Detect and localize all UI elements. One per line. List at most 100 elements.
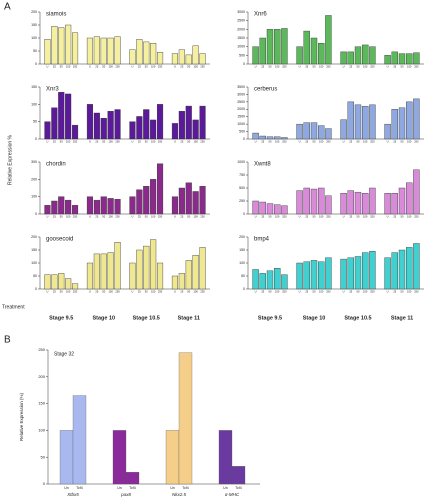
- bar: [112, 430, 127, 485]
- dose-label: 100: [193, 215, 198, 219]
- dose-label: U: [299, 215, 301, 219]
- y-tick-label: 0: [243, 287, 245, 291]
- bar: [156, 163, 164, 215]
- bar: [171, 196, 179, 215]
- bar: [129, 121, 136, 140]
- bar: [354, 104, 362, 140]
- bar-label: Un: [64, 486, 69, 490]
- dose-label: 50: [102, 215, 105, 219]
- bar: [384, 257, 391, 290]
- bar: [369, 251, 376, 290]
- bar: [100, 196, 107, 215]
- bar: [114, 36, 121, 65]
- dose-label: 100: [275, 215, 280, 219]
- bar: [143, 245, 150, 290]
- dose-label: 50: [269, 290, 272, 294]
- bar: [199, 105, 206, 140]
- bar: [185, 54, 192, 65]
- bar: [65, 93, 72, 140]
- y-axis-label: Relative Expression %: [7, 134, 13, 185]
- chart-title: cerberus: [254, 87, 277, 93]
- y-tick-label: 50: [41, 454, 46, 459]
- dose-label: 100: [108, 215, 113, 219]
- dose-label: 250: [200, 140, 205, 144]
- dose-label: 100: [108, 140, 113, 144]
- bar: [72, 395, 87, 485]
- dose-label: 100: [363, 140, 368, 144]
- dose-label: 100: [193, 290, 198, 294]
- dose-label: 50: [102, 290, 105, 294]
- bar: [384, 123, 391, 140]
- dose-label: 250: [414, 215, 419, 219]
- y-tick-label: 500: [239, 129, 245, 133]
- bar: [325, 128, 332, 140]
- bar: [171, 275, 179, 290]
- bar: [252, 269, 259, 290]
- dose-label: U: [47, 140, 49, 144]
- dose-label: 50: [401, 215, 404, 219]
- bar: [266, 136, 274, 140]
- bar: [100, 37, 107, 65]
- bar: [362, 106, 369, 140]
- dose-label: 25: [138, 215, 141, 219]
- dose-label: 250: [158, 290, 163, 294]
- dose-label: 250: [73, 65, 78, 69]
- dose-label: 100: [193, 65, 198, 69]
- bar: [325, 15, 332, 65]
- bar: [274, 204, 281, 215]
- bar: [178, 111, 185, 140]
- dose-label: 250: [282, 65, 287, 69]
- dose-label: 50: [187, 65, 190, 69]
- bar: [107, 198, 114, 215]
- bar: [347, 190, 354, 215]
- bar: [171, 53, 179, 65]
- bar: [156, 52, 164, 65]
- y-tick-label: 2500: [237, 19, 245, 23]
- y-tick-label: 200: [38, 374, 45, 379]
- dose-label: 250: [282, 140, 287, 144]
- dose-label: 250: [370, 140, 375, 144]
- panel-label: A: [4, 2, 11, 13]
- dose-label: 50: [313, 65, 316, 69]
- bar: [150, 239, 157, 290]
- bar: [178, 273, 185, 290]
- bar: [86, 37, 93, 65]
- group-label: Xtbx5: [66, 492, 79, 497]
- dose-label: 50: [187, 290, 190, 294]
- dose-label: 100: [193, 140, 198, 144]
- dose-label: U: [387, 215, 389, 219]
- bar: [318, 187, 325, 215]
- dose-label: 250: [73, 215, 78, 219]
- y-tick-label: 0: [243, 137, 245, 141]
- y-tick-label: 0: [243, 62, 245, 66]
- bar: [58, 273, 65, 290]
- dose-label: 50: [313, 215, 316, 219]
- stage-label: Stage 9.5: [49, 315, 73, 321]
- dose-label: 100: [66, 290, 71, 294]
- dose-label: 50: [102, 140, 105, 144]
- dose-label: 25: [349, 215, 352, 219]
- dose-label: U: [299, 140, 301, 144]
- dose-label: 50: [145, 140, 148, 144]
- dose-label: 250: [414, 290, 419, 294]
- bar: [93, 199, 100, 215]
- bar: [51, 107, 58, 140]
- dose-label: U: [343, 65, 345, 69]
- y-tick-label: 150: [239, 248, 245, 252]
- y-tick-label: 100: [38, 427, 45, 432]
- dose-label: 100: [319, 65, 324, 69]
- dose-label: 100: [66, 140, 71, 144]
- bar: [413, 169, 420, 215]
- bar: [114, 109, 121, 140]
- bar-label: Tcf4: [235, 486, 241, 490]
- dose-label: 250: [414, 65, 419, 69]
- y-tick-label: 50: [33, 274, 37, 278]
- dose-label: U: [299, 65, 301, 69]
- dose-label: 25: [53, 65, 56, 69]
- bar: [406, 247, 413, 290]
- y-tick-label: 1000: [237, 160, 245, 164]
- bar: [178, 49, 185, 65]
- bar: [165, 430, 180, 485]
- bar: [136, 189, 143, 215]
- dose-label: 25: [305, 215, 308, 219]
